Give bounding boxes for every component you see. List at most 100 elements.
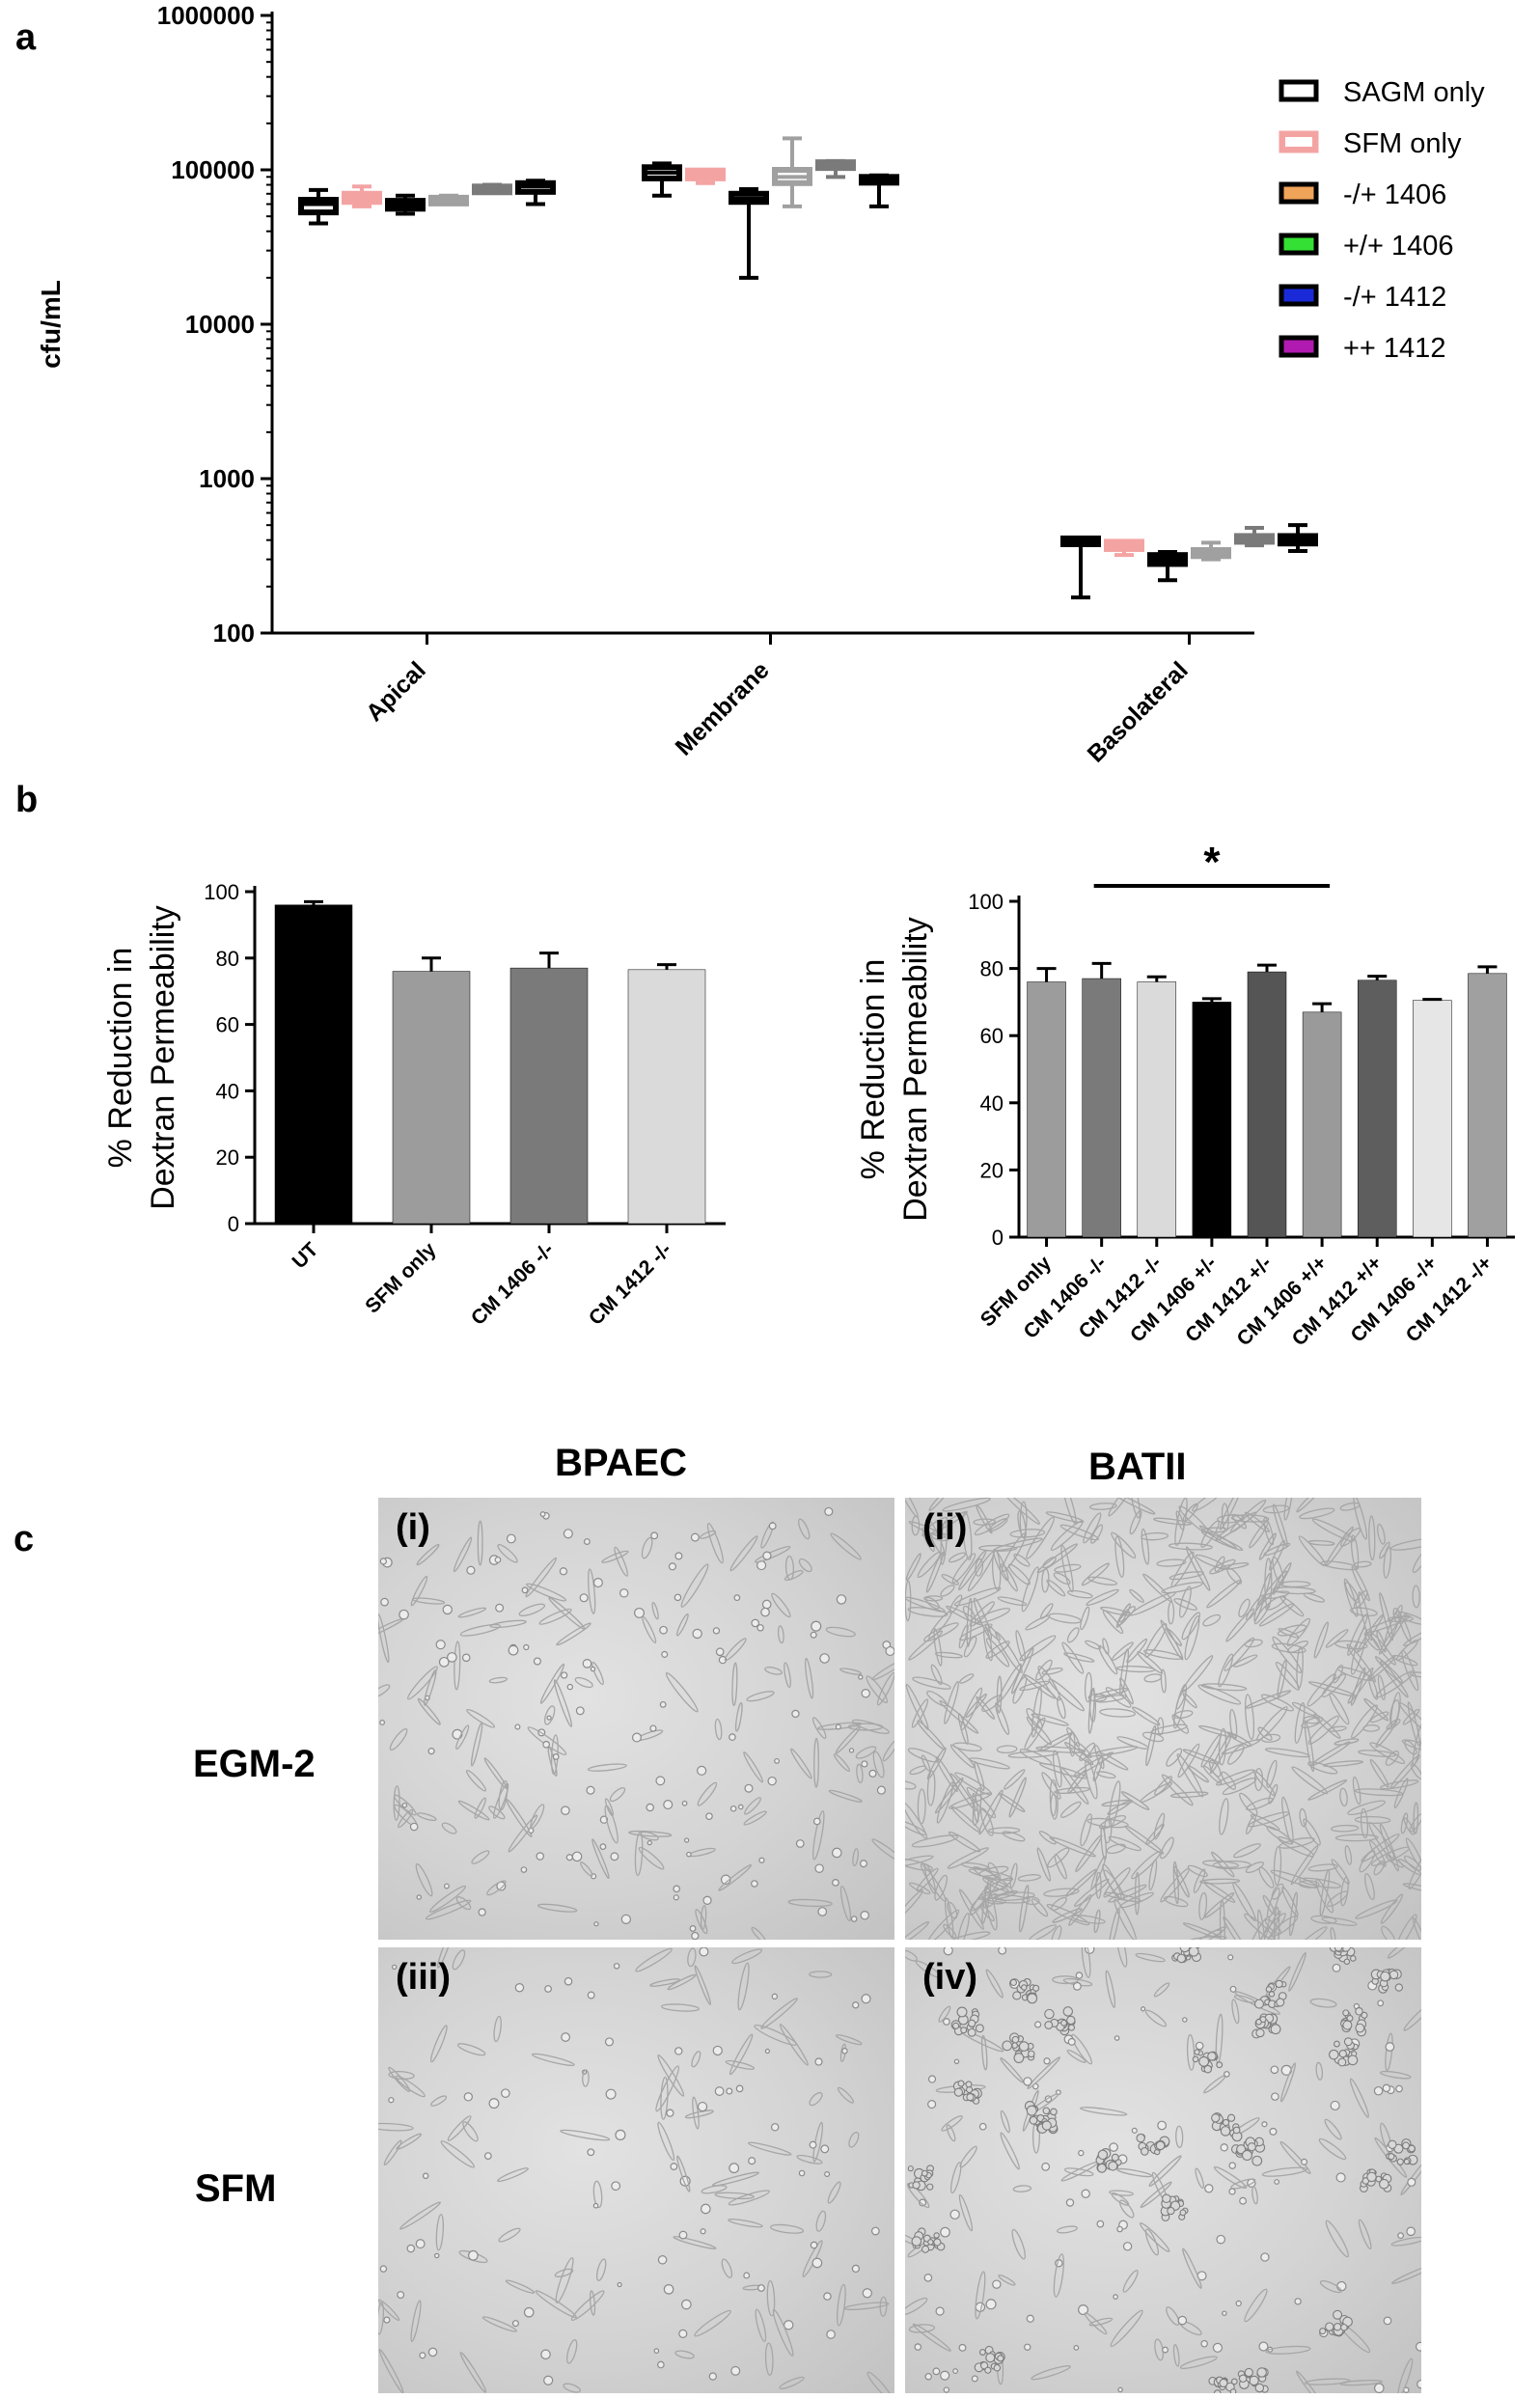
cell-shape [908,2324,936,2333]
cell-shape [996,1675,1003,1714]
cell-shape [1063,1652,1095,1663]
cell-shape [975,1558,984,1577]
cell-shape [1313,1621,1329,1659]
cell-shape [435,2214,445,2251]
cell-shape [1052,1975,1079,1985]
cell-shape [554,2268,574,2277]
cell-shape [498,1779,509,1811]
legend-swatch [1279,233,1319,256]
cell-shape [406,1666,438,1700]
cell-shape [823,2292,832,2301]
cell-shape [905,1889,923,1919]
cell-shape [684,2109,714,2119]
cell-shape [1105,1970,1116,2008]
panel-letter-c: c [14,1519,35,1559]
cell-shape [764,2342,774,2376]
cell-shape [563,2383,581,2393]
cell-shape [1116,1611,1131,1626]
cell-shape [1260,2252,1270,2262]
cell-shape [724,1638,747,1662]
cell-shape [1206,1579,1242,1609]
cell-shape [1068,1893,1092,1926]
cell-shape [1361,1834,1400,1862]
cell-shape [1379,1779,1419,1790]
cell-shape [820,2144,830,2154]
cell-clump [927,2239,934,2246]
cell-shape [1113,2294,1118,2300]
cell-shape [1174,1498,1188,1547]
cell-shape [1315,2061,1324,2081]
cell-shape [1410,1763,1421,1780]
cell-shape [675,1613,689,1637]
cell-shape [1131,1851,1162,1880]
cell-shape [1116,1736,1149,1750]
cell-shape [673,2236,717,2249]
cell-shape [536,1903,578,1913]
cell-shape [1257,1570,1288,1607]
cell-shape [738,1804,744,1810]
bar [1468,973,1507,1238]
cell-clump [1044,2008,1055,2020]
cell-shape [1230,2178,1256,2190]
cell-shape [1195,2041,1204,2051]
cell-shape [1179,2356,1218,2369]
cell-shape [905,1498,919,1518]
cell-clump [1167,2206,1175,2216]
cell-shape [1233,1995,1255,2003]
cell-clump [1355,2007,1363,2016]
cell-shape [543,1705,556,1725]
cell-clump [1140,2147,1149,2156]
cell-shape [1192,1498,1224,1512]
cell-shape [1177,1743,1200,1779]
cell-shape [987,1827,1021,1834]
cell-shape [1007,1563,1031,1586]
cell-shape [1031,1898,1049,1917]
cell-shape [694,2309,731,2337]
y-tick-label: 60 [216,1013,239,1037]
cell-shape [926,1770,936,1806]
cell-shape [917,1788,926,1825]
cell-clump [1388,2153,1395,2161]
cell-clump [1012,1991,1022,2000]
cell-shape [1369,1711,1389,1723]
cell-shape [1239,2196,1247,2205]
cell-shape [850,1916,858,1922]
cell-shape [1088,1503,1117,1510]
cell-shape [430,2095,448,2107]
cell-clump [1380,1971,1390,1982]
cell-shape [862,2288,872,2299]
cell-shape [415,1862,433,1897]
cell-shape [1235,2300,1242,2307]
cell-shape [1309,1998,1337,2008]
y-axis-label-line1: % Reduction in [855,959,892,1180]
cell-shape [1238,1598,1251,1618]
cell-clump [1334,1947,1343,1952]
cell-shape [1059,1524,1099,1541]
cell-clump [1219,2378,1228,2387]
cell-shape [1397,2358,1414,2393]
cell-clump [979,2361,989,2370]
cell-shape [1026,1516,1055,1559]
cell-shape [954,1772,993,1796]
cell-shape [1261,2166,1307,2177]
cell-shape [870,2226,880,2236]
cell-shape [1168,1542,1213,1551]
cell-shape [571,1851,583,1862]
cell-shape [819,1653,830,1664]
cell-shape [666,2109,674,2117]
cell-shape [1379,1592,1393,1641]
cell-shape [659,1625,668,1635]
cell-shape [744,1783,754,1793]
cell-shape [1031,2365,1071,2381]
cell-shape [1382,2083,1391,2093]
cell-shape [1148,2155,1182,2188]
cell-shape [985,1641,1010,1659]
cell-clump [1342,2020,1353,2030]
cell-shape [841,2048,848,2054]
cell-shape [493,2015,502,2043]
cell-shape [378,2349,404,2393]
cell-shape [496,2167,529,2183]
cell-shape [1120,1791,1150,1810]
cell-shape [1189,1935,1227,1940]
cell-clump [1216,2061,1224,2069]
